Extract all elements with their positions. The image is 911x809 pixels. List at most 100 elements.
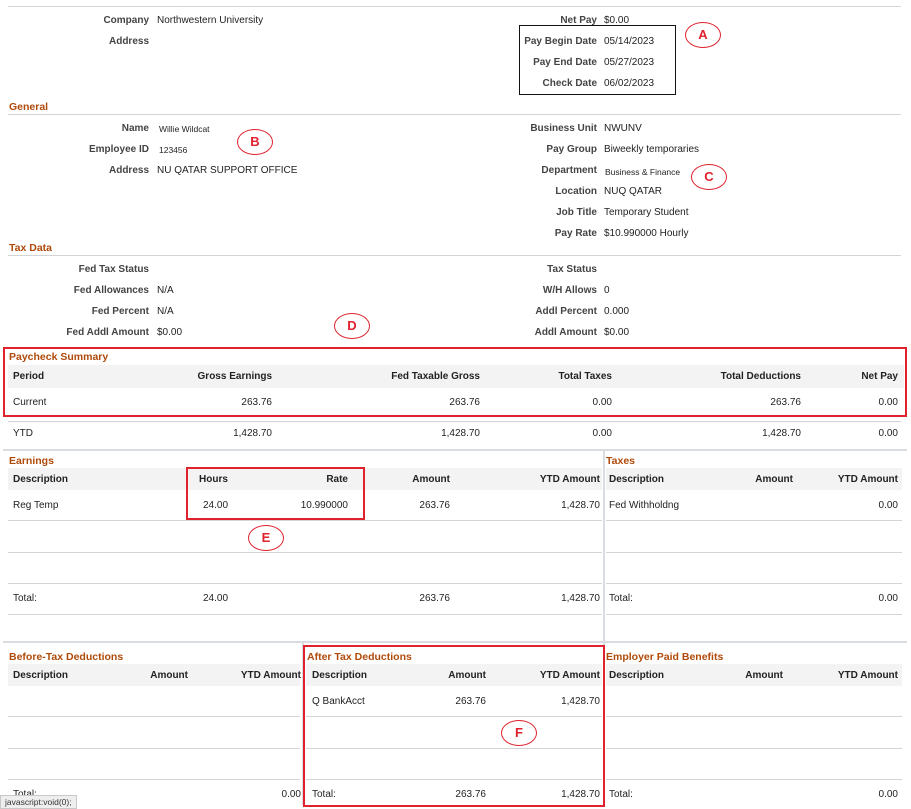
after-tax-row-ytd-amount: 1,428.70 (561, 696, 600, 707)
department-value: Business & Finance (605, 167, 681, 177)
summary-row-current-gross: 263.76 (241, 397, 272, 408)
taxes-col-ytd-amount: YTD Amount (837, 474, 898, 485)
after-tax-row-description: Q BankAcct (312, 696, 365, 707)
earnings-row-hours: 24.00 (203, 500, 229, 511)
summary-row-current-deductions: 263.76 (770, 397, 801, 408)
tax-data-divider (8, 255, 901, 256)
pay-begin-label: Pay Begin Date (524, 36, 597, 47)
earnings-col-amount: Amount (412, 474, 450, 485)
before-tax-row-divider-1 (8, 716, 300, 717)
fed-addl-amount-value: $0.00 (157, 327, 183, 338)
before-tax-header-row (8, 664, 300, 686)
earnings-total-amount: 263.76 (419, 593, 450, 604)
name-label: Name (121, 123, 149, 134)
summary-row-current-net-pay: 0.00 (878, 397, 898, 408)
before-tax-total-ytd-amount: 0.00 (281, 789, 301, 800)
taxes-col-amount: Amount (755, 474, 793, 485)
callout-c: C (691, 164, 727, 190)
business-unit-label: Business Unit (530, 123, 597, 134)
pay-rate-label: Pay Rate (554, 228, 597, 239)
benefits-header-row (606, 664, 902, 686)
taxes-total-label: Total: (609, 593, 633, 604)
pay-end-value: 05/27/2023 (604, 57, 655, 68)
after-tax-row-amount: 263.76 (455, 696, 486, 707)
earnings-row-ytd-amount: 1,428.70 (561, 500, 600, 511)
pay-group-label: Pay Group (546, 144, 597, 155)
earnings-col-description: Description (13, 474, 69, 485)
taxes-row-divider-3 (606, 583, 902, 584)
after-tax-header-row (306, 664, 602, 686)
earnings-row-divider-1 (8, 520, 602, 521)
summary-row-current-fed-taxable: 263.76 (449, 397, 480, 408)
paycheck-summary-header-row (8, 365, 904, 388)
benefits-row-divider-1 (606, 716, 902, 717)
after-tax-total-ytd-amount: 1,428.70 (561, 789, 600, 800)
pay-end-label: Pay End Date (533, 57, 597, 68)
addl-amount-value: $0.00 (604, 327, 630, 338)
earnings-taxes-separator (603, 451, 605, 641)
taxes-row-divider-1 (606, 520, 902, 521)
callout-b: B (237, 129, 273, 155)
earnings-row-amount: 263.76 (419, 500, 450, 511)
summary-row-ytd-net-pay: 0.00 (878, 428, 898, 439)
summary-row-ytd-fed-taxable: 1,428.70 (441, 428, 480, 439)
fed-allowances-value: N/A (157, 285, 174, 296)
earnings-col-hours: Hours (199, 474, 228, 485)
callout-d: D (334, 313, 370, 339)
callout-box-e (186, 467, 365, 520)
after-tax-col-amount: Amount (448, 670, 486, 681)
before-tax-col-amount: Amount (150, 670, 188, 681)
benefits-col-ytd-amount: YTD Amount (837, 670, 898, 681)
benefits-col-amount: Amount (745, 670, 783, 681)
fed-tax-status-label: Fed Tax Status (78, 264, 149, 275)
after-tax-row-divider-2 (306, 748, 602, 749)
benefits-col-description: Description (609, 670, 665, 681)
net-pay-value: $0.00 (604, 15, 630, 26)
section-title-after-tax-deductions: After Tax Deductions (307, 651, 412, 663)
location-value: NUQ QATAR (604, 186, 662, 197)
summary-bottom-divider (3, 449, 907, 451)
callout-e: E (248, 525, 284, 551)
section-title-taxes: Taxes (606, 455, 635, 467)
section-title-tax-data: Tax Data (9, 242, 52, 254)
earnings-row-rate: 10.990000 (300, 500, 348, 511)
benefits-row-divider-3 (606, 779, 902, 780)
callout-box-a (519, 25, 676, 95)
earnings-total-label: Total: (13, 593, 37, 604)
benefits-row-divider-2 (606, 748, 902, 749)
benefits-total-label: Total: (609, 789, 633, 800)
earnings-row-divider-2 (8, 552, 602, 553)
taxes-row-ytd-amount: 0.00 (878, 500, 898, 511)
col-total-taxes: Total Taxes (558, 371, 612, 382)
summary-row-ytd-deductions: 1,428.70 (762, 428, 801, 439)
addl-percent-label: Addl Percent (535, 306, 597, 317)
business-unit-value: NWUNV (604, 123, 642, 134)
summary-row-ytd-taxes: 0.00 (592, 428, 612, 439)
summary-row-current-period: Current (13, 397, 47, 408)
summary-row-current-taxes: 0.00 (592, 397, 612, 408)
employee-address-value: NU QATAR SUPPORT OFFICE (157, 165, 298, 176)
callout-a: A (685, 22, 721, 48)
before-tax-col-ytd-amount: YTD Amount (240, 670, 301, 681)
before-tax-row-divider-2 (8, 748, 300, 749)
browser-status-bar: javascript:void(0); (0, 795, 77, 809)
section-title-before-tax-deductions: Before-Tax Deductions (9, 651, 124, 663)
wh-allows-label: W/H Allows (542, 285, 597, 296)
address-label: Address (108, 36, 149, 47)
summary-row-divider (8, 421, 901, 422)
col-period: Period (13, 371, 45, 382)
company-label: Company (103, 15, 149, 26)
before-tax-row-divider-3 (8, 779, 300, 780)
callout-box-f (303, 645, 605, 807)
summary-row-ytd-gross: 1,428.70 (233, 428, 272, 439)
job-title-label: Job Title (556, 207, 597, 218)
earnings-total-hours: 24.00 (203, 593, 229, 604)
taxes-bottom-divider (606, 614, 902, 615)
earnings-bottom-divider (8, 614, 602, 615)
earnings-header-row (8, 468, 602, 490)
taxes-total-ytd-amount: 0.00 (878, 593, 898, 604)
name-value: Willie Wildcat (159, 124, 210, 134)
callout-f: F (501, 720, 537, 746)
pay-begin-value: 05/14/2023 (604, 36, 655, 47)
earnings-col-ytd-amount: YTD Amount (539, 474, 600, 485)
